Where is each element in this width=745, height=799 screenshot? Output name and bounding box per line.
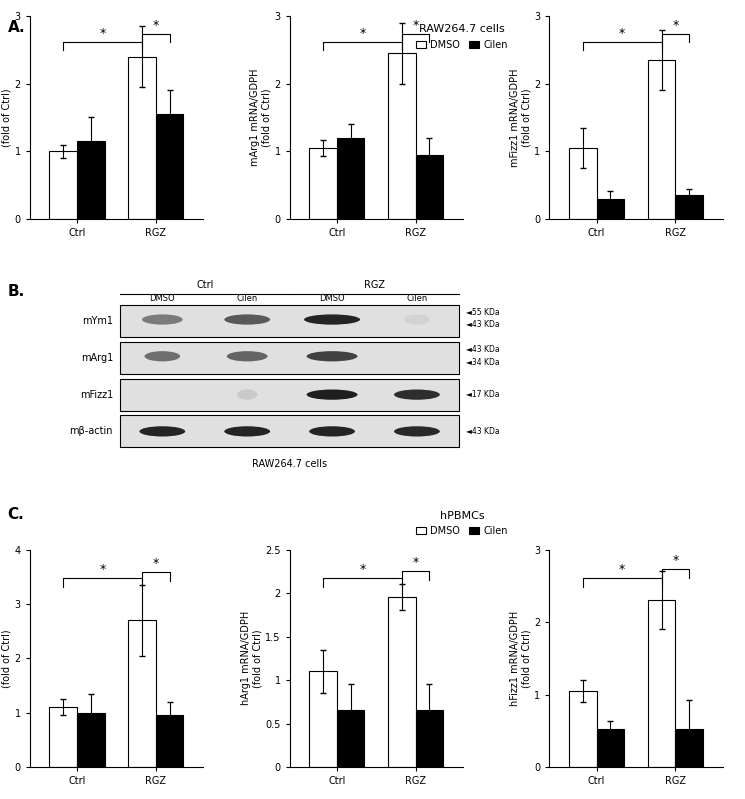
Text: Cilen: Cilen: [406, 294, 428, 303]
Bar: [597, 199, 624, 219]
Text: Ctrl: Ctrl: [196, 280, 213, 290]
Bar: [569, 691, 597, 767]
Ellipse shape: [307, 389, 358, 400]
Text: mβ-actin: mβ-actin: [69, 427, 113, 436]
Text: *: *: [100, 27, 106, 40]
Ellipse shape: [224, 314, 270, 324]
Text: RGZ: RGZ: [364, 280, 385, 290]
Bar: [156, 715, 183, 767]
Bar: [388, 54, 416, 219]
Bar: [309, 671, 337, 767]
Bar: [49, 707, 77, 767]
Bar: [416, 710, 443, 767]
Ellipse shape: [224, 426, 270, 436]
Text: ◄43 KDa: ◄43 KDa: [466, 427, 500, 436]
Bar: [676, 195, 703, 219]
Text: B.: B.: [7, 284, 25, 299]
Text: hPBMCs: hPBMCs: [440, 511, 484, 522]
Bar: [648, 60, 676, 219]
Text: *: *: [672, 19, 679, 32]
Text: *: *: [413, 556, 419, 569]
Bar: [309, 148, 337, 219]
Text: ◄55 KDa: ◄55 KDa: [466, 308, 500, 316]
Ellipse shape: [142, 314, 183, 324]
Legend: DMSO, Cilen: DMSO, Cilen: [416, 526, 507, 536]
Text: RAW264.7 cells: RAW264.7 cells: [419, 24, 505, 34]
Text: C.: C.: [7, 507, 24, 523]
Ellipse shape: [226, 351, 267, 361]
Ellipse shape: [307, 351, 358, 361]
Text: mArg1: mArg1: [80, 353, 113, 363]
Bar: [128, 57, 156, 219]
Text: A.: A.: [7, 20, 25, 35]
Text: mFizz1: mFizz1: [80, 390, 113, 400]
Text: RAW264.7 cells: RAW264.7 cells: [252, 459, 327, 469]
Ellipse shape: [394, 389, 440, 400]
Text: *: *: [619, 27, 625, 40]
Y-axis label: mArg1 mRNA/GDPH
(fold of Ctrl): mArg1 mRNA/GDPH (fold of Ctrl): [250, 69, 272, 166]
Bar: [156, 114, 183, 219]
Text: ◄34 KDa: ◄34 KDa: [466, 358, 500, 368]
Bar: [120, 379, 460, 411]
Bar: [597, 729, 624, 767]
Ellipse shape: [405, 314, 430, 324]
Text: DMSO: DMSO: [320, 294, 345, 303]
Text: *: *: [100, 562, 106, 575]
Bar: [648, 600, 676, 767]
Ellipse shape: [145, 351, 180, 361]
Bar: [120, 342, 460, 374]
Y-axis label: hFizz1 mRNA/GDPH
(fold of Ctrl): hFizz1 mRNA/GDPH (fold of Ctrl): [510, 610, 531, 706]
Bar: [77, 141, 104, 219]
Text: *: *: [672, 554, 679, 567]
Bar: [77, 713, 104, 767]
Bar: [416, 155, 443, 219]
Bar: [569, 148, 597, 219]
Text: *: *: [413, 19, 419, 32]
Text: *: *: [153, 19, 159, 32]
Text: *: *: [359, 27, 366, 40]
Bar: [388, 598, 416, 767]
Text: DMSO: DMSO: [150, 294, 175, 303]
Bar: [676, 729, 703, 767]
Ellipse shape: [139, 426, 186, 436]
Ellipse shape: [304, 314, 360, 324]
Text: *: *: [619, 562, 625, 575]
Y-axis label: mYm1 mRNA/GDPH
(fold of Ctrl): mYm1 mRNA/GDPH (fold of Ctrl): [0, 70, 12, 165]
Bar: [120, 305, 460, 337]
Text: *: *: [359, 562, 366, 575]
Y-axis label: hArg1 mRNA/GDPH
(fold of Ctrl): hArg1 mRNA/GDPH (fold of Ctrl): [241, 611, 262, 706]
Text: mYm1: mYm1: [82, 316, 113, 326]
Legend: DMSO, Cilen: DMSO, Cilen: [416, 40, 507, 50]
Ellipse shape: [237, 389, 257, 400]
Bar: [337, 710, 364, 767]
Text: ◄43 KDa: ◄43 KDa: [466, 345, 500, 355]
Bar: [49, 151, 77, 219]
Bar: [120, 415, 460, 447]
Text: Cilen: Cilen: [237, 294, 258, 303]
Bar: [337, 137, 364, 219]
Text: ◄17 KDa: ◄17 KDa: [466, 390, 500, 400]
Y-axis label: mFizz1 mRNA/GDPH
(fold of Ctrl): mFizz1 mRNA/GDPH (fold of Ctrl): [510, 68, 531, 167]
Text: *: *: [153, 557, 159, 570]
Y-axis label: hYm1 mRNA/GDPH
(fold of Ctrl): hYm1 mRNA/GDPH (fold of Ctrl): [0, 612, 12, 705]
Text: ◄43 KDa: ◄43 KDa: [466, 320, 500, 329]
Ellipse shape: [394, 426, 440, 436]
Ellipse shape: [309, 426, 355, 436]
Ellipse shape: [409, 351, 425, 361]
Bar: [128, 620, 156, 767]
